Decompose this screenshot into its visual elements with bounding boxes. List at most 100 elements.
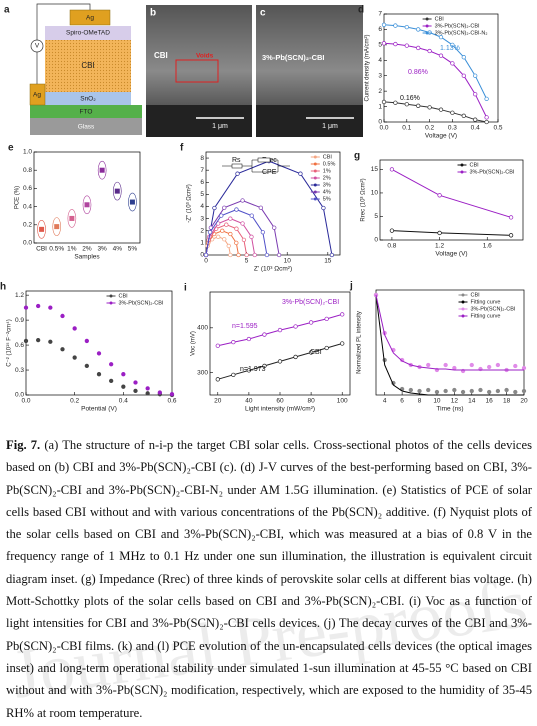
series-line (391, 168, 512, 218)
data-point (215, 343, 220, 348)
data-point (393, 41, 398, 47)
data-point (272, 225, 277, 230)
data-point (207, 230, 213, 235)
y-tick-label: 0.8 (23, 167, 32, 174)
data-point (416, 103, 421, 108)
y-axis-label: Normalized PL intensity (357, 311, 363, 374)
x-tick-label: 40 (245, 398, 253, 405)
data-point (340, 312, 345, 317)
data-point (240, 198, 245, 203)
data-point (84, 363, 89, 369)
data-point (416, 45, 421, 51)
data-point (241, 237, 247, 243)
legend-marker (109, 301, 113, 305)
data-point (443, 388, 448, 394)
legend-label: 3%-Pb(SCN)₂-CBI (435, 23, 480, 29)
x-tick-label: 1.2 (435, 243, 444, 250)
annotation: 3%-Pb(SCN)₂-CBI (282, 299, 339, 306)
data-point (228, 216, 233, 221)
y-tick-label: 1.0 (23, 149, 32, 156)
data-point (450, 42, 455, 48)
data-point (215, 377, 220, 382)
data-point (513, 389, 518, 395)
plot-frame (383, 13, 499, 123)
x-axis-label: Samples (74, 254, 100, 261)
y-tick-label: 300 (197, 369, 208, 376)
annotation: CPE (262, 169, 277, 176)
data-point (234, 226, 239, 231)
legend-marker (313, 162, 317, 166)
plot-frame (205, 151, 341, 256)
y-tick-label: 2 (378, 88, 382, 95)
panel-letter: a (4, 5, 10, 16)
layer (30, 105, 142, 118)
data-point (133, 388, 138, 393)
x-tick-label: 0.0 (379, 125, 388, 132)
data-point (324, 316, 329, 322)
legend-marker (460, 163, 464, 167)
data-point (228, 231, 233, 237)
violin (37, 220, 46, 239)
x-axis-label: Potential (V) (81, 406, 117, 413)
legend-label: 1% (323, 168, 331, 174)
data-point (48, 305, 53, 310)
figure: a Ag Spiro-OMeTAD CBI SnO₂ FTO Glass Ag … (0, 3, 528, 413)
data-point (469, 362, 474, 368)
electrode (29, 83, 46, 106)
legend-label: 3% (323, 182, 331, 188)
data-point (381, 22, 387, 27)
legend-marker (313, 190, 317, 194)
data-point (145, 391, 150, 396)
panel-letter: d (358, 5, 364, 16)
y-tick-label: 1 (200, 240, 204, 247)
scale-label: 1 μm (212, 123, 228, 130)
x-tick-label: 0.5 (493, 125, 502, 132)
data-point (452, 387, 457, 393)
x-tick-label: 0.4 (471, 125, 480, 132)
y-tick-label: 10 (371, 190, 379, 197)
data-point (381, 99, 387, 105)
data-point (461, 113, 466, 118)
x-tick-label: 2% (82, 246, 92, 253)
layer-label: Ag (86, 15, 94, 22)
data-point (437, 230, 442, 236)
data-point (450, 110, 455, 115)
data-point (36, 337, 41, 343)
panel-letter: g (354, 151, 360, 162)
data-point (340, 341, 345, 346)
data-point (308, 350, 314, 355)
y-tick-label: 5 (374, 213, 378, 220)
y-tick-label: 15 (371, 166, 379, 173)
x-tick-label: 0.6 (167, 398, 176, 405)
data-point (298, 171, 303, 176)
data-point (293, 354, 298, 360)
legend-marker (313, 155, 317, 159)
data-point (157, 390, 162, 395)
sem-image: b CBI Voids 1 μm (146, 5, 252, 137)
y-tick-label: 1.2 (15, 292, 24, 299)
legend-marker (461, 314, 465, 318)
box-mean (99, 167, 105, 173)
x-tick-label: 1% (67, 246, 77, 253)
x-tick-label: 0.0 (21, 398, 30, 405)
data-point (133, 380, 138, 385)
data-point (393, 23, 398, 28)
y-tick-label: 5 (200, 191, 204, 198)
data-point (222, 205, 227, 210)
data-point (235, 171, 240, 176)
sem-substrate (256, 105, 363, 137)
data-point (381, 41, 387, 46)
x-tick-label: 4 (383, 398, 387, 405)
violin (128, 192, 137, 212)
data-point (226, 243, 231, 249)
x-axis-label: Time (ns) (436, 406, 463, 413)
y-tick-label: 2 (200, 227, 204, 234)
x-tick-label: 5% (128, 246, 138, 253)
data-point (277, 327, 283, 333)
meter (30, 39, 44, 53)
data-point (60, 313, 65, 319)
x-tick-label: 20 (214, 398, 222, 405)
annotation: n=1.973 (240, 366, 266, 373)
legend-label: 3%-Pb(SCN)₂-CBI (470, 169, 515, 175)
y-axis-label: Rrec (10³ Ωcm²) (361, 178, 367, 221)
